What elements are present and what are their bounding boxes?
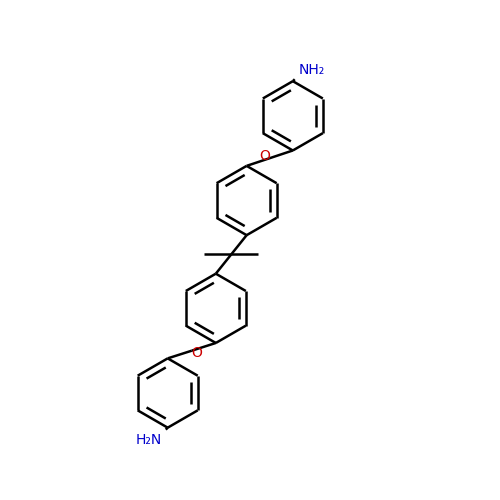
Text: O: O xyxy=(260,149,270,163)
Text: O: O xyxy=(192,346,202,360)
Text: H₂N: H₂N xyxy=(136,434,162,448)
Text: NH₂: NH₂ xyxy=(298,64,325,78)
